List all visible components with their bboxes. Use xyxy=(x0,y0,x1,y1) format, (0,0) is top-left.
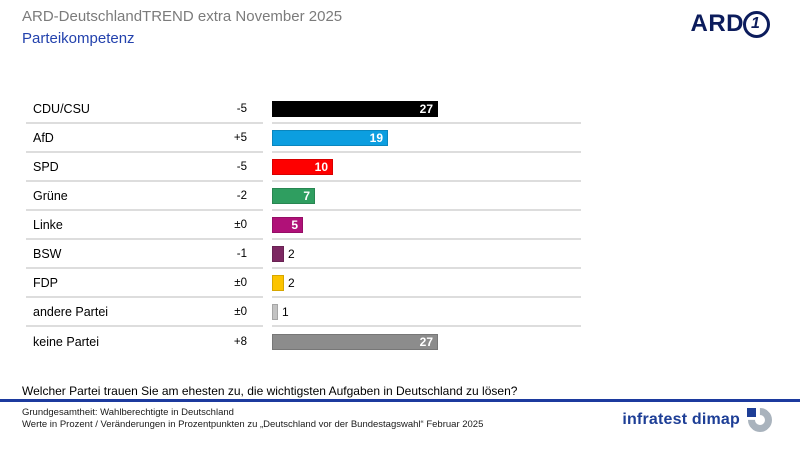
bar-value-inside: 27 xyxy=(419,334,433,349)
infratest-dimap-wordmark: infratest dimap xyxy=(622,411,740,428)
value-bar xyxy=(272,303,278,320)
change-value: ±0 xyxy=(234,276,247,289)
chart-row: keine Partei +8 27 xyxy=(26,327,581,356)
change-value: -2 xyxy=(236,189,247,202)
chart-row: FDP ±0 2 xyxy=(26,269,581,298)
ard-logo-text: ARD xyxy=(690,10,744,37)
bar-value-outside: 1 xyxy=(282,304,289,319)
value-bar: 27 xyxy=(272,333,438,350)
value-bar: 19 xyxy=(272,129,388,146)
party-label: Grüne xyxy=(33,188,68,203)
infratest-dimap-logo: infratest dimap xyxy=(622,403,777,437)
value-bar: 5 xyxy=(272,216,303,233)
chart-row: BSW -1 2 xyxy=(26,240,581,269)
change-value: +8 xyxy=(233,335,247,348)
party-label: keine Partei xyxy=(33,334,100,349)
party-label: BSW xyxy=(33,246,62,261)
bar-value-inside: 19 xyxy=(369,130,383,145)
change-value: ±0 xyxy=(234,218,247,231)
change-value: -5 xyxy=(236,102,247,115)
party-label: FDP xyxy=(33,275,58,290)
bar-value-inside: 10 xyxy=(314,159,328,174)
footer-note-line2: Werte in Prozent / Veränderungen in Proz… xyxy=(22,418,484,430)
change-value: -5 xyxy=(236,160,247,173)
chart-subtitle: Parteikompetenz xyxy=(22,30,135,47)
footer-notes: Grundgesamtheit: Wahlberechtigte in Deut… xyxy=(22,407,483,430)
bar-value-inside: 5 xyxy=(291,217,298,232)
bar-value-inside: 7 xyxy=(303,188,310,203)
ard-logo: ARD 1 xyxy=(690,10,770,38)
value-bar xyxy=(272,274,284,291)
change-value: -1 xyxy=(236,247,247,260)
bar-value-outside: 2 xyxy=(288,275,295,290)
change-value: +5 xyxy=(233,131,247,144)
party-label: AfD xyxy=(33,130,54,145)
party-label: Linke xyxy=(33,217,63,232)
party-label: andere Partei xyxy=(33,304,109,319)
party-competence-bar-chart: CDU/CSU -5 27 AfD +5 19 xyxy=(26,95,581,356)
chart-row: Linke ±0 5 xyxy=(26,211,581,240)
bar-value-inside: 27 xyxy=(419,101,433,116)
value-bar xyxy=(272,245,284,262)
value-bar: 27 xyxy=(272,100,438,117)
ard-logo-circle-icon: 1 xyxy=(743,10,770,38)
chart-row: Grüne -2 7 xyxy=(26,182,581,211)
page-title: ARD-DeutschlandTREND extra November 2025 xyxy=(22,8,343,25)
party-label: CDU/CSU xyxy=(33,101,90,116)
infratest-dimap-icon xyxy=(743,403,777,437)
value-bar: 10 xyxy=(272,158,333,175)
chart-row: SPD -5 10 xyxy=(26,153,581,182)
survey-question: Welcher Partei trauen Sie am ehesten zu,… xyxy=(22,384,518,398)
chart-row: AfD +5 19 xyxy=(26,124,581,153)
chart-row: andere Partei ±0 1 xyxy=(26,298,581,327)
chart-row: CDU/CSU -5 27 xyxy=(26,95,581,124)
footer-note-line1: Grundgesamtheit: Wahlberechtigte in Deut… xyxy=(22,407,234,418)
party-label: SPD xyxy=(33,159,59,174)
change-value: ±0 xyxy=(234,305,247,318)
footer-divider xyxy=(0,399,800,402)
bar-value-outside: 2 xyxy=(288,246,295,261)
ard-logo-one: 1 xyxy=(751,15,760,32)
value-bar: 7 xyxy=(272,187,315,204)
